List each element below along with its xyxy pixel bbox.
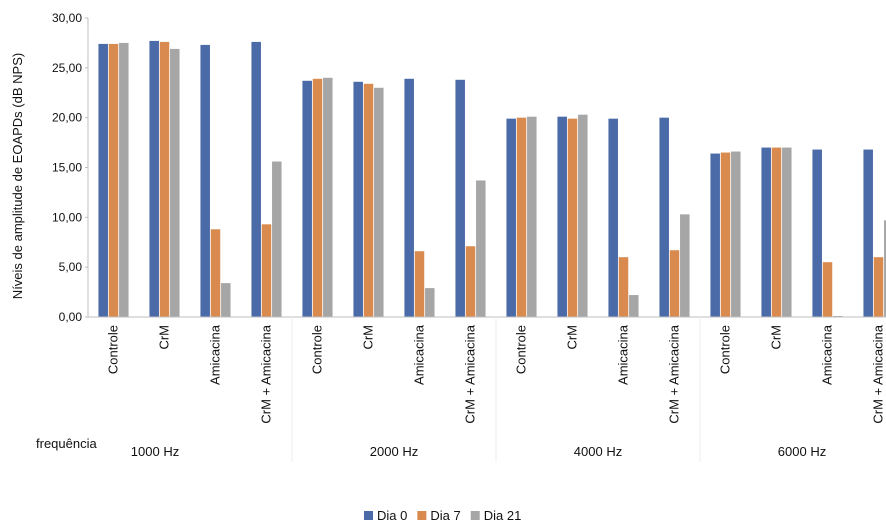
legend-swatch	[364, 511, 373, 520]
bar	[680, 214, 690, 317]
x-category-label: CrM + Amicacina	[667, 324, 682, 423]
bar	[516, 117, 527, 317]
x-category-label: Amicacina	[208, 324, 223, 385]
y-tick-label: 20,00	[52, 111, 82, 125]
bar	[108, 43, 119, 317]
x-category-label: CrM	[157, 325, 172, 350]
bar	[170, 48, 180, 318]
bar	[567, 118, 578, 317]
bar	[822, 262, 833, 317]
bar	[476, 180, 486, 317]
bar	[608, 118, 618, 317]
bar	[272, 161, 282, 317]
bar	[873, 257, 884, 317]
bar	[414, 251, 425, 317]
legend-swatch	[470, 511, 480, 520]
group-label: 4000 Hz	[574, 444, 622, 459]
bar	[98, 43, 108, 317]
bar	[710, 153, 720, 317]
bar	[812, 149, 822, 317]
bar	[312, 78, 323, 317]
bar	[782, 147, 792, 317]
x-axis: Controle CrM Amicacina CrM + Amicacina 1000 …	[88, 316, 886, 462]
y-tick-label: 10,00	[52, 210, 82, 224]
legend-label: Dia 21	[484, 508, 522, 523]
y-tick-label: 0,00	[59, 310, 83, 324]
bar	[159, 41, 170, 318]
x-category-label: Controle	[514, 325, 529, 374]
legend-label: Dia 7	[430, 508, 460, 523]
x-category-label: CrM + Amicacina	[259, 324, 274, 423]
bar	[506, 118, 516, 317]
bar	[404, 78, 414, 317]
bar	[149, 40, 159, 318]
bar	[465, 246, 476, 317]
bar	[425, 288, 435, 317]
bar	[251, 41, 261, 318]
bar	[863, 149, 873, 317]
y-tick-label: 5,00	[59, 260, 83, 274]
bar	[578, 114, 588, 318]
legend: Dia 0 Dia 7 Dia 21	[364, 508, 521, 523]
bar	[618, 257, 629, 317]
y-tick-label: 15,00	[52, 161, 82, 175]
x-category-label: Amicacina	[616, 324, 631, 385]
y-axis: 0,00 5,00 10,00 15,00 20,00 25,00 30,00	[52, 11, 89, 324]
group-label: 2000 Hz	[370, 444, 418, 459]
y-tick-label: 25,00	[52, 61, 82, 75]
bar	[669, 250, 680, 317]
bar	[221, 283, 231, 317]
bar	[323, 77, 333, 317]
legend-swatch	[417, 511, 427, 520]
bar	[731, 151, 741, 317]
x-category-label: Controle	[310, 325, 325, 374]
bar	[761, 147, 771, 317]
bar	[527, 116, 537, 317]
bar	[119, 42, 129, 318]
bar	[302, 80, 312, 317]
bar	[210, 229, 221, 317]
bar	[629, 295, 639, 317]
bars	[98, 40, 886, 318]
y-axis-label: Níveis de amplitude de EOAPDs (dB NPS)	[10, 53, 25, 299]
bar	[771, 147, 782, 317]
x-category-label: CrM	[361, 325, 376, 350]
x-category-label: Amicacina	[412, 324, 427, 385]
group-axis-label: frequência	[36, 436, 97, 451]
bar	[557, 116, 567, 317]
bar	[261, 224, 272, 317]
x-category-label: CrM	[769, 325, 784, 350]
x-category-label: CrM + Amicacina	[871, 324, 886, 423]
x-category-label: Controle	[106, 325, 121, 374]
bar	[720, 152, 731, 317]
group-label: 1000 Hz	[131, 444, 179, 459]
x-category-label: CrM + Amicacina	[463, 324, 478, 423]
bar	[363, 83, 374, 317]
x-category-label: Amicacina	[820, 324, 835, 385]
bar	[884, 220, 886, 317]
x-category-label: Controle	[718, 325, 733, 374]
bar	[374, 87, 384, 318]
y-tick-label: 30,00	[52, 11, 82, 25]
bar	[200, 44, 210, 317]
group-label: 6000 Hz	[778, 444, 826, 459]
bar	[455, 79, 465, 317]
bar	[353, 81, 363, 317]
x-category-label: CrM	[565, 325, 580, 350]
legend-label: Dia 0	[377, 508, 407, 523]
bar	[659, 117, 669, 317]
